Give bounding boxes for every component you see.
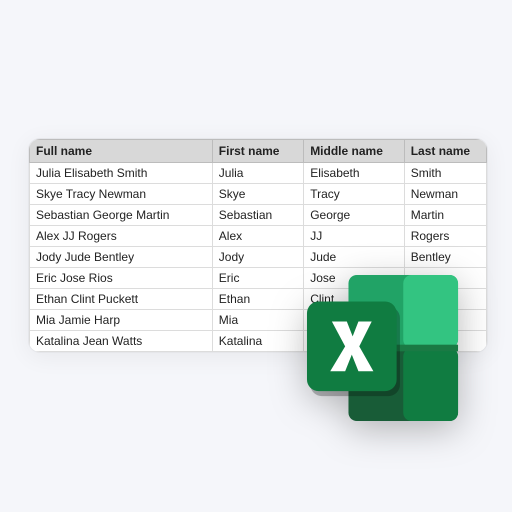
col-header-first[interactable]: First name <box>212 140 303 163</box>
cell-full[interactable]: Skye Tracy Newman <box>30 184 213 205</box>
cell-full[interactable]: Sebastian George Martin <box>30 205 213 226</box>
cell-full[interactable]: Eric Jose Rios <box>30 268 213 289</box>
cell-full[interactable]: Ethan Clint Puckett <box>30 289 213 310</box>
table-row: Skye Tracy Newman Skye Tracy Newman <box>30 184 487 205</box>
table-row: Sebastian George Martin Sebastian George… <box>30 205 487 226</box>
cell-first[interactable]: Sebastian <box>212 205 303 226</box>
cell-middle[interactable]: Elisabeth <box>304 163 405 184</box>
cell-first[interactable]: Alex <box>212 226 303 247</box>
cell-middle[interactable]: George <box>304 205 405 226</box>
col-header-middle[interactable]: Middle name <box>304 140 405 163</box>
cell-full[interactable]: Katalina Jean Watts <box>30 331 213 352</box>
cell-full[interactable]: Julia Elisabeth Smith <box>30 163 213 184</box>
cell-last[interactable]: Newman <box>404 184 486 205</box>
excel-icon <box>302 265 468 431</box>
cell-first[interactable]: Julia <box>212 163 303 184</box>
cell-first[interactable]: Katalina <box>212 331 303 352</box>
cell-full[interactable]: Jody Jude Bentley <box>30 247 213 268</box>
cell-middle[interactable]: JJ <box>304 226 405 247</box>
table-row: Alex JJ Rogers Alex JJ Rogers <box>30 226 487 247</box>
cell-middle[interactable]: Tracy <box>304 184 405 205</box>
cell-full[interactable]: Mia Jamie Harp <box>30 310 213 331</box>
cell-last[interactable]: Martin <box>404 205 486 226</box>
col-header-full[interactable]: Full name <box>30 140 213 163</box>
cell-last[interactable]: Rogers <box>404 226 486 247</box>
cell-first[interactable]: Jody <box>212 247 303 268</box>
table-row: Julia Elisabeth Smith Julia Elisabeth Sm… <box>30 163 487 184</box>
table-header-row: Full name First name Middle name Last na… <box>30 140 487 163</box>
cell-first[interactable]: Mia <box>212 310 303 331</box>
cell-first[interactable]: Eric <box>212 268 303 289</box>
col-header-last[interactable]: Last name <box>404 140 486 163</box>
cell-first[interactable]: Ethan <box>212 289 303 310</box>
cell-last[interactable]: Smith <box>404 163 486 184</box>
cell-full[interactable]: Alex JJ Rogers <box>30 226 213 247</box>
cell-first[interactable]: Skye <box>212 184 303 205</box>
